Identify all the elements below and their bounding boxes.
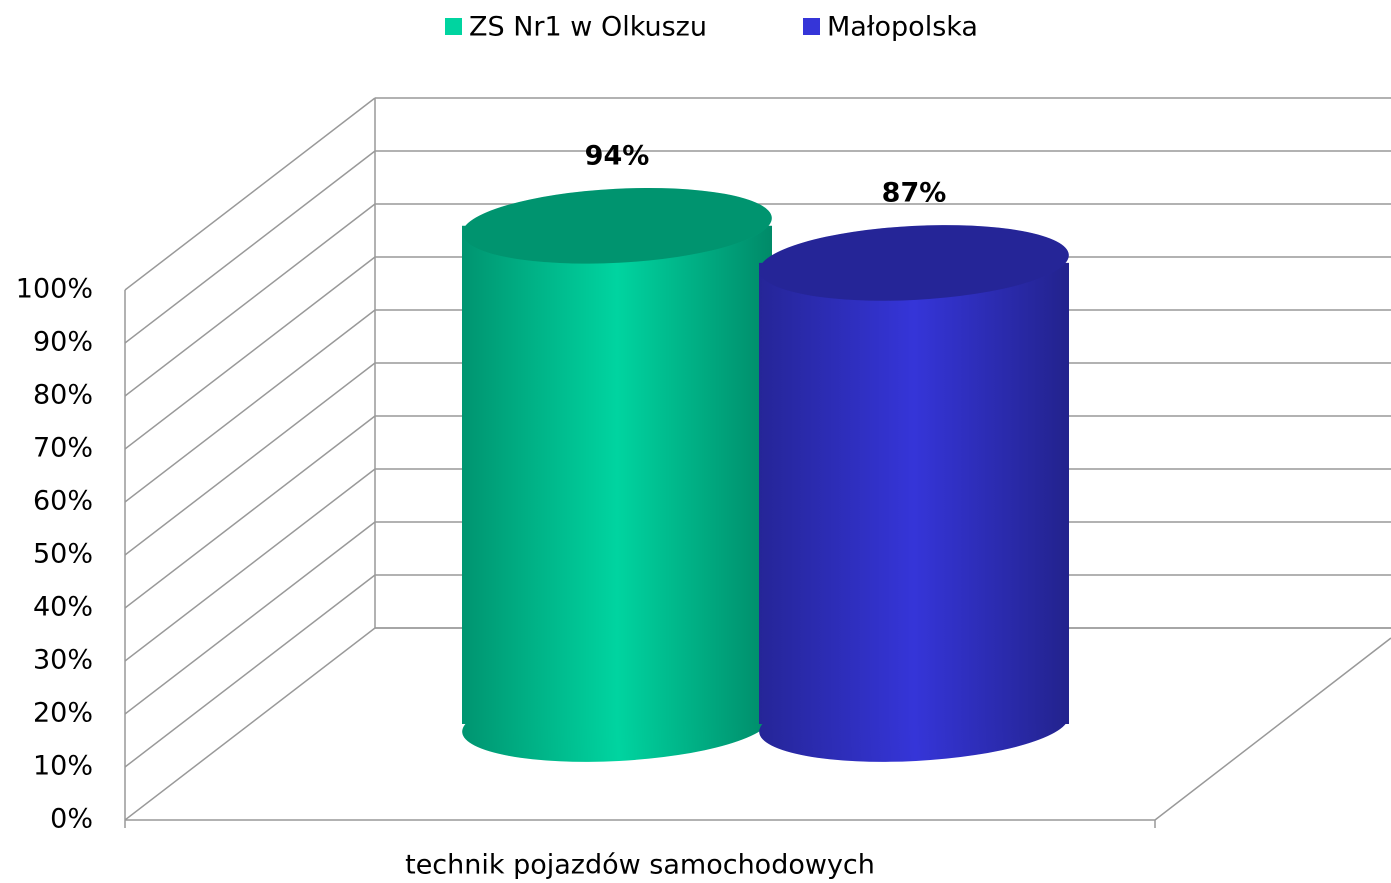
bar-top-shade <box>759 225 1069 301</box>
grid-line <box>124 468 376 662</box>
grid-line <box>124 415 376 609</box>
y-tick-label: 10% <box>33 751 93 782</box>
bar-body-shade <box>462 225 772 725</box>
y-tick-label: 60% <box>33 486 93 517</box>
y-tick-label: 80% <box>33 380 93 411</box>
y-tick-label: 90% <box>33 327 93 358</box>
y-tick-label: 20% <box>33 698 93 729</box>
data-label: 94% <box>585 140 650 171</box>
data-label: 87% <box>882 177 947 208</box>
y-tick-label: 100% <box>16 274 93 305</box>
y-tick-label: 70% <box>33 433 93 464</box>
legend-swatch <box>803 18 820 35</box>
x-tick-label: technik pojazdów samochodowych <box>405 850 875 881</box>
grid-line <box>124 150 376 344</box>
y-tick-label: 30% <box>33 645 93 676</box>
grid-line <box>124 627 376 821</box>
bar <box>462 187 772 762</box>
grid-line <box>124 97 376 291</box>
y-tick-label: 50% <box>33 539 93 570</box>
y-tick-label: 40% <box>33 592 93 623</box>
grid-line <box>124 362 376 556</box>
grid-line <box>124 521 376 715</box>
grid-line <box>124 203 376 397</box>
legend-label: ZS Nr1 w Olkuszu <box>469 12 707 43</box>
bar-top <box>462 187 772 264</box>
bar-top <box>759 225 1069 301</box>
grid-line <box>124 256 376 450</box>
grid-line <box>124 574 376 768</box>
y-tick-label: 0% <box>50 804 93 835</box>
grid-line <box>124 309 376 503</box>
bar-top-shade <box>462 187 772 264</box>
legend-swatch <box>445 18 462 35</box>
bar <box>759 225 1069 762</box>
legend-label: Małopolska <box>827 12 978 43</box>
bar-body-shade <box>759 262 1069 724</box>
